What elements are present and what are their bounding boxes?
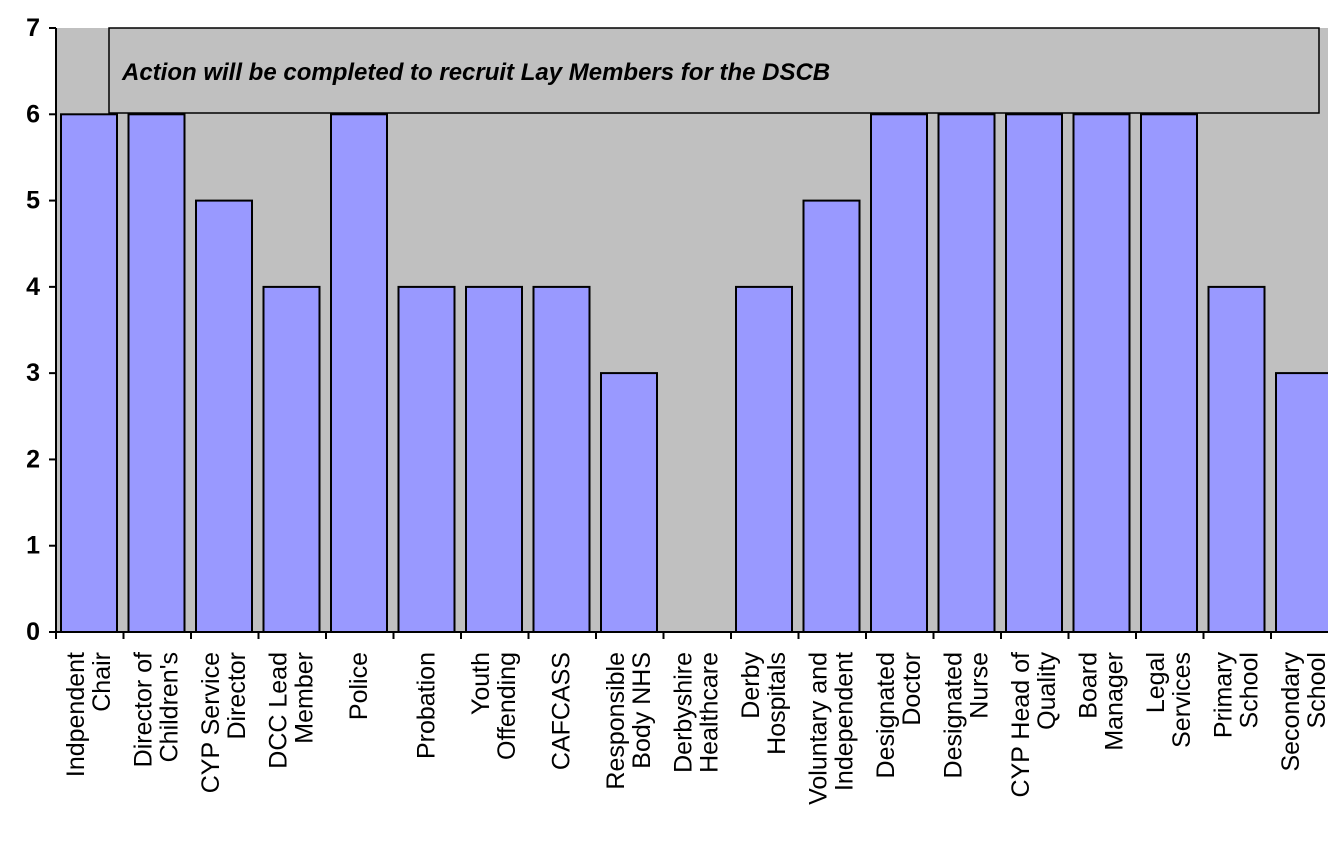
x-tick-label: CAFCASS [548, 652, 576, 770]
bar [262, 285, 321, 633]
x-tick-label: Secondary [1277, 652, 1305, 772]
x-tick-label: Indpendent [62, 652, 90, 777]
bars-group [60, 113, 1328, 634]
axes-group [49, 27, 1328, 639]
x-tick-label: Body NHS [628, 652, 656, 769]
bar [1207, 285, 1266, 633]
x-tick-label: Board [1075, 652, 1103, 719]
x-tick-label: Nurse [966, 652, 994, 719]
x-tick-label: Doctor [898, 652, 926, 726]
x-tick-label: CYP Service [197, 652, 225, 793]
x-tick-label: Hospitals [763, 652, 791, 755]
bar [532, 285, 591, 633]
x-tick-label: Voluntary and [805, 652, 833, 805]
x-tick-label: DCC Lead [265, 652, 293, 769]
bar [330, 113, 388, 634]
x-tick-label: Offending [493, 652, 521, 760]
x-tick-label: School [1303, 652, 1328, 728]
x-tick-label: Children's [156, 652, 184, 762]
annotation-background [108, 27, 1320, 114]
bar [1072, 113, 1131, 634]
bar [397, 285, 456, 633]
x-tick-label: Primary [1210, 652, 1238, 739]
bar [1275, 372, 1328, 633]
x-tick-label: Derby [737, 652, 765, 719]
y-tick-label: 5 [26, 187, 40, 215]
x-tick-label: Designated [872, 652, 900, 778]
x-category-label: CAFCASS [548, 652, 576, 770]
x-tick-label: Director [223, 652, 251, 740]
x-tick-label: Director of [130, 652, 158, 767]
bar [937, 113, 996, 634]
y-tick-label: 2 [26, 445, 40, 473]
bar [870, 113, 928, 634]
bar [465, 285, 523, 633]
bar [195, 199, 253, 633]
bar [735, 285, 793, 633]
x-tick-label: Designated [940, 652, 968, 778]
x-tick-label: Responsible [602, 652, 630, 790]
x-tick-label: Independent [831, 652, 859, 791]
y-tick-label: 4 [26, 273, 40, 301]
y-tick-label: 6 [26, 100, 40, 128]
bar [802, 199, 861, 633]
bar [127, 113, 186, 634]
y-tick-labels: 0 1 2 3 4 5 6 7 [26, 14, 40, 646]
x-tick-label: Probation [413, 652, 441, 759]
x-tick-label: School [1236, 652, 1264, 728]
bar [1140, 113, 1198, 634]
bar [600, 372, 658, 633]
y-tick-label: 0 [26, 618, 40, 646]
annotation-box: Action will be completed to recruit Lay … [108, 27, 1320, 114]
x-tick-label: Manager [1101, 652, 1129, 751]
y-tick-label: 3 [26, 359, 40, 387]
x-tick-label: Derbyshire [670, 652, 698, 773]
x-tick-label: Legal [1142, 652, 1170, 713]
x-category-label: Probation [413, 652, 441, 759]
x-tick-label: Youth [467, 652, 495, 715]
x-tick-label: Chair [88, 652, 116, 712]
x-tick-label: CYP Head of [1007, 652, 1035, 798]
x-category-label: Police [345, 652, 373, 720]
bar [60, 113, 118, 634]
y-tick-label: 1 [26, 532, 40, 560]
x-tick-label: Member [291, 652, 319, 744]
y-tick-label: 7 [26, 14, 40, 42]
x-tick-label: Services [1168, 652, 1196, 748]
annotation-text: Action will be completed to recruit Lay … [121, 59, 830, 86]
x-tick-label: Healthcare [696, 652, 724, 773]
x-tick-label: Police [345, 652, 373, 720]
bar [1005, 113, 1063, 634]
x-tick-label: Quality [1033, 652, 1061, 730]
